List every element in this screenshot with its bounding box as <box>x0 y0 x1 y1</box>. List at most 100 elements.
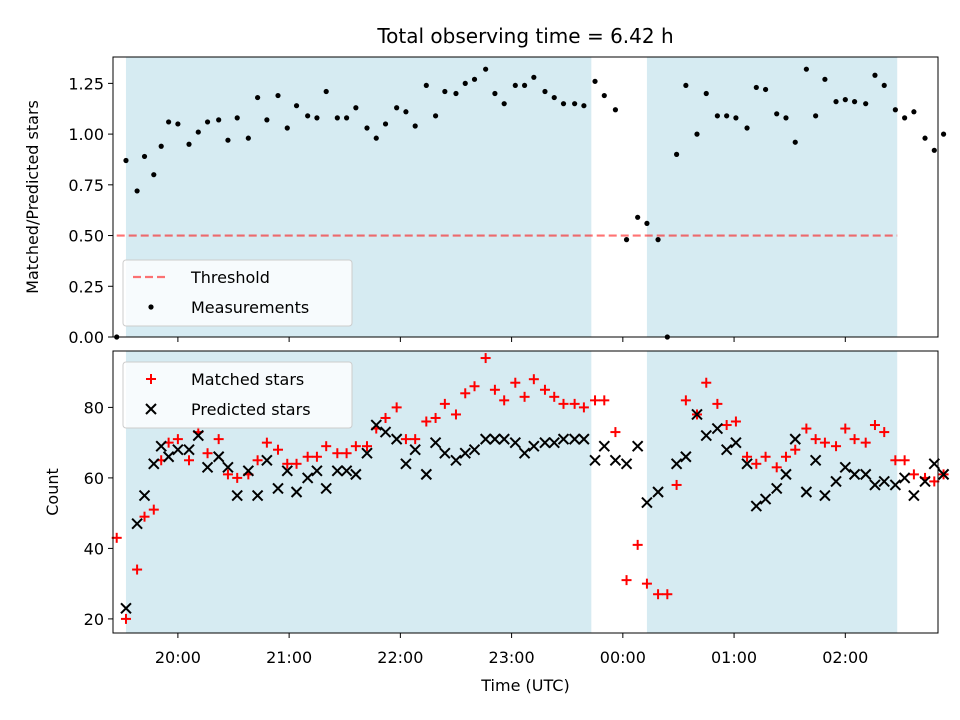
predicted-star-point-b <box>848 468 861 481</box>
measurement-point <box>531 74 537 80</box>
matched-star-point <box>621 575 632 586</box>
predicted-star-point <box>730 436 742 449</box>
predicted-star-point-b <box>261 454 273 466</box>
matched-star-point <box>879 427 890 438</box>
matched-star-point <box>202 448 213 459</box>
matched-star-point <box>742 451 753 462</box>
predicted-star-point <box>919 475 931 488</box>
matched-star-point <box>510 377 521 388</box>
matched-star-point <box>341 448 352 459</box>
measurement-point <box>822 76 828 82</box>
x-axis-label: Time (UTC) <box>480 676 569 695</box>
predicted-star-point <box>340 465 353 477</box>
matched-star-point <box>439 398 450 409</box>
matched-star-point <box>132 564 143 575</box>
measurement-point <box>216 117 222 123</box>
legend-key-predicted-stars <box>145 403 157 415</box>
predicted-star-point-b <box>528 440 540 452</box>
matched-star-point <box>499 395 510 406</box>
predicted-star-point-b <box>281 465 293 477</box>
top-y-tick-label: 0.00 <box>68 328 104 347</box>
matched-star-point <box>760 451 771 462</box>
predicted-star-point-b <box>350 468 362 481</box>
measurement-point <box>714 113 720 119</box>
bottom-y-axis-label: Count <box>43 468 62 516</box>
matched-star-point <box>528 374 539 385</box>
predicted-star-point <box>138 489 151 502</box>
predicted-star-point-b <box>539 436 551 449</box>
predicted-star-point <box>720 443 733 456</box>
predicted-star-point <box>131 518 143 530</box>
measurement-point <box>462 80 468 86</box>
bottom-panel: 20 40 60 80 20:00 21:00 22:00 23:00 00:00 01:00 0… <box>43 350 950 695</box>
predicted-star-point <box>120 602 132 615</box>
measurement-point <box>323 88 329 95</box>
measurement-point <box>483 66 489 72</box>
measurement-point <box>423 82 429 89</box>
measurement-point <box>762 86 769 93</box>
bottom-legend-box <box>122 361 353 429</box>
measurement-point <box>872 72 878 78</box>
bottom-y-tick-label: 60 <box>84 469 104 488</box>
predicted-star-point <box>479 433 492 445</box>
predicted-star-point <box>937 468 950 481</box>
predicted-star-point <box>311 465 323 477</box>
predicted-star-point <box>439 447 451 459</box>
measurement-point <box>542 88 548 95</box>
bottom-series-layer <box>111 353 950 624</box>
predicted-star-point <box>809 454 822 466</box>
legend-label-predicted-stars: Predicted stars <box>191 400 311 419</box>
matched-star-point <box>840 423 851 434</box>
measurement-point <box>940 131 947 137</box>
measurement-point <box>655 237 661 243</box>
measurement-point <box>151 172 157 178</box>
matched-star-point <box>869 420 880 431</box>
measurement-point <box>353 105 359 111</box>
measurement-point <box>373 135 379 141</box>
predicted-star-point <box>711 422 724 435</box>
matched-star-point <box>232 472 243 483</box>
predicted-star-point <box>819 489 831 502</box>
top-y-tick-label: 0.75 <box>68 176 104 195</box>
measurement-point <box>683 82 689 89</box>
measurement-point <box>635 214 641 220</box>
predicted-star-point <box>780 468 792 481</box>
predicted-star-point <box>459 447 471 459</box>
matched-star-point <box>273 444 283 455</box>
predicted-star-point <box>848 468 861 481</box>
predicted-star-point-b <box>750 500 763 512</box>
predicted-star-point <box>869 479 881 491</box>
measurement-point <box>644 220 650 226</box>
predicted-star-point-b <box>937 468 950 481</box>
predicted-star-point <box>212 451 225 463</box>
predicted-star-point-b <box>620 458 633 470</box>
top-legend-box <box>122 259 353 327</box>
predicted-star-point <box>290 486 303 498</box>
predicted-star-point-b <box>320 482 332 495</box>
matched-star-point <box>302 451 313 462</box>
measurement-point <box>551 94 557 101</box>
matched-star-point <box>701 377 712 388</box>
predicted-star-point-b <box>670 458 683 470</box>
x-tick-label: 02:00 <box>822 648 868 667</box>
predicted-star-point <box>548 436 560 449</box>
matched-star-point <box>350 441 361 452</box>
measurement-point <box>803 66 809 72</box>
predicted-star-point-b <box>498 433 510 445</box>
matched-star-point <box>400 434 411 445</box>
predicted-star-point <box>557 433 570 445</box>
measurement-point <box>512 82 518 89</box>
predicted-star-point <box>331 465 344 477</box>
top-y-tick-label: 1.25 <box>68 74 104 93</box>
matched-star-point <box>578 402 589 413</box>
measurement-point <box>733 115 739 121</box>
predicted-star-point-b <box>379 426 392 438</box>
x-tick-label: 01:00 <box>711 648 757 667</box>
measurement-point <box>521 82 528 89</box>
measurement-point <box>134 188 140 194</box>
measurement-point <box>453 90 459 97</box>
predicted-star-point-b <box>578 433 590 445</box>
predicted-star-point <box>691 408 703 421</box>
predicted-star-point <box>162 451 175 463</box>
predicted-star-point-b <box>889 479 902 491</box>
